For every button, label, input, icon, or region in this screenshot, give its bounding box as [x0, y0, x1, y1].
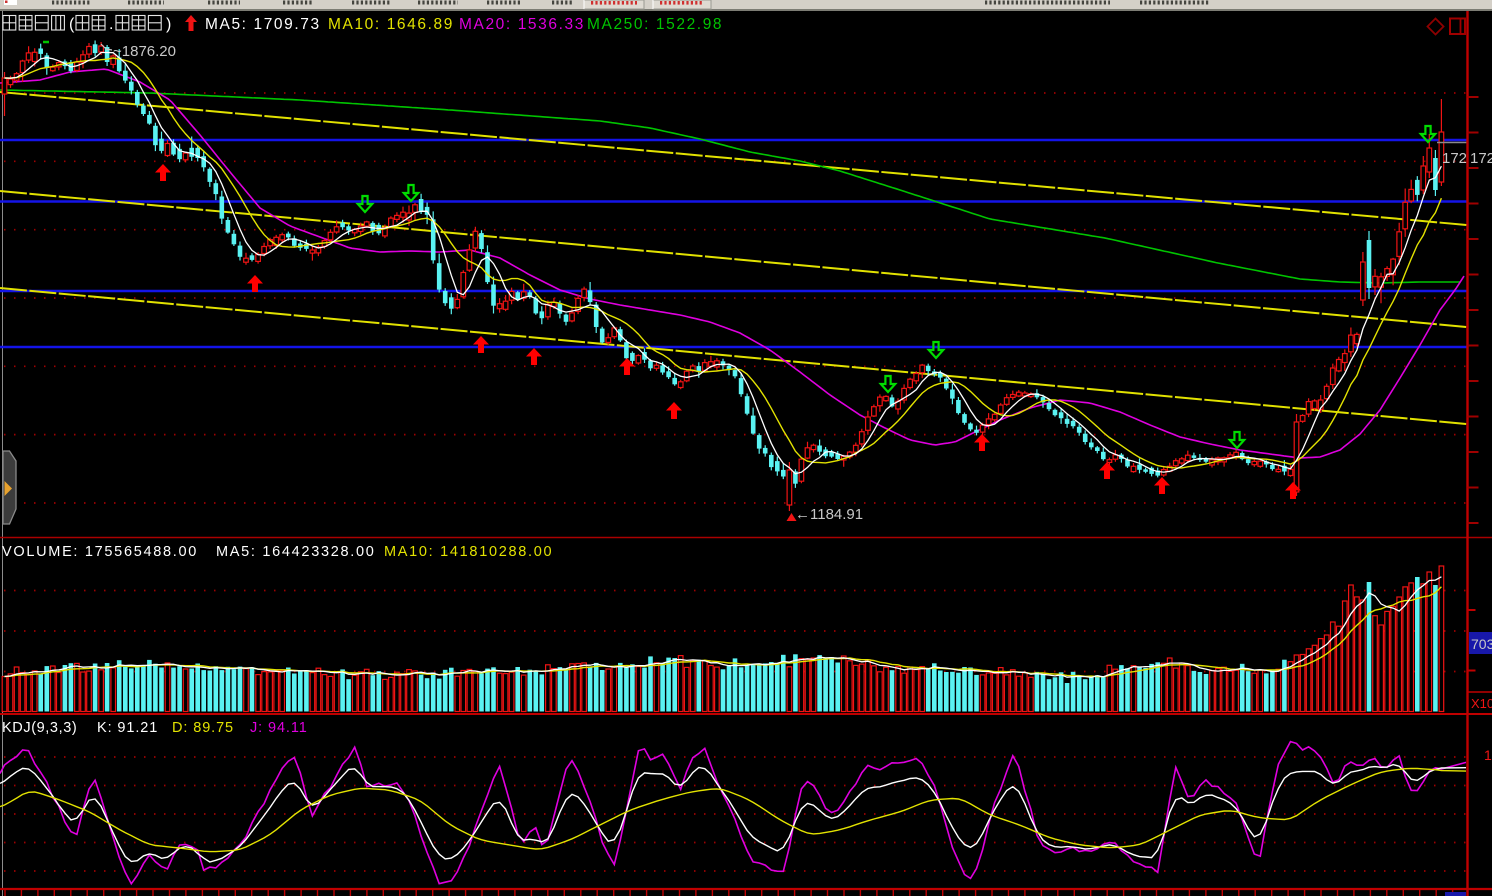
svg-text:172: 172	[1470, 150, 1492, 167]
svg-text:10: 10	[1484, 747, 1492, 763]
svg-text:~1876.20: ~1876.20	[113, 43, 176, 60]
svg-text:J: 94.11: J: 94.11	[250, 720, 308, 736]
svg-text:D: 89.75: D: 89.75	[172, 720, 234, 736]
svg-text:X10: X10	[1471, 696, 1492, 711]
svg-text:MA5: 1709.73: MA5: 1709.73	[205, 16, 321, 33]
svg-text:MA20: 1536.33: MA20: 1536.33	[459, 16, 585, 33]
svg-text:172: 172	[1442, 150, 1467, 167]
svg-text:KDJ(9,3,3): KDJ(9,3,3)	[2, 720, 77, 736]
svg-text:←1184.91: ←1184.91	[795, 506, 863, 523]
svg-text:(: (	[69, 16, 75, 33]
svg-text:703: 703	[1471, 636, 1492, 652]
svg-text:): )	[166, 16, 171, 33]
svg-text:MA250: 1522.98: MA250: 1522.98	[587, 16, 723, 33]
svg-text:MA10: 141810288.00: MA10: 141810288.00	[384, 544, 553, 560]
svg-text:.: .	[109, 16, 113, 33]
svg-text:VOLUME: 175565488.00: VOLUME: 175565488.00	[2, 544, 198, 560]
svg-text:MA10: 1646.89: MA10: 1646.89	[328, 16, 454, 33]
svg-text:MA5: 164423328.00: MA5: 164423328.00	[216, 544, 376, 560]
svg-text:K: 91.21: K: 91.21	[97, 720, 158, 736]
